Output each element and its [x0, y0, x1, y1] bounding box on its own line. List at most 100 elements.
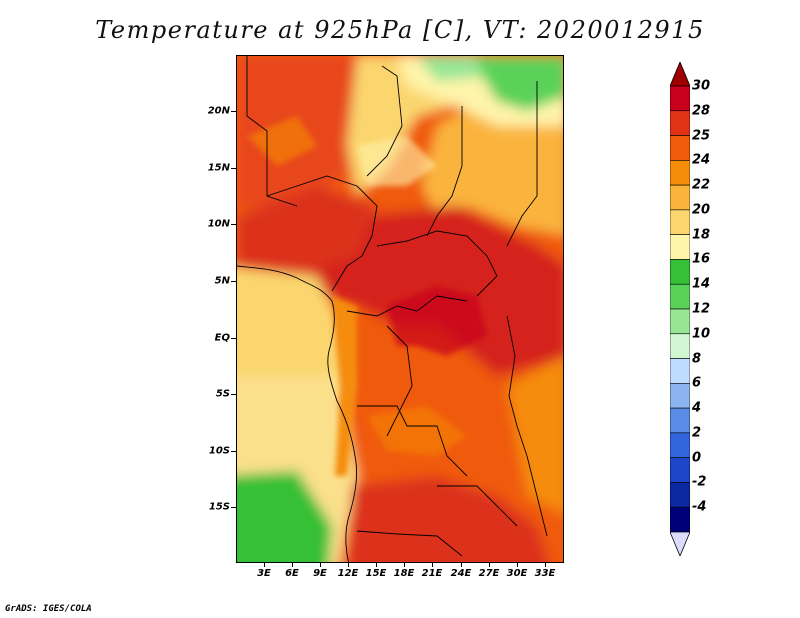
temperature-detail: [247, 116, 487, 476]
border-angola: [357, 405, 468, 477]
map-title: Temperature at 925hPa [C], VT: 202001291…: [95, 16, 705, 44]
colorbar-label: 20: [692, 202, 711, 218]
border-west-north: [246, 56, 298, 207]
border-east-lakes: [506, 315, 528, 457]
colorbar-label: 25: [692, 128, 711, 144]
lat-label: 10S: [208, 445, 230, 457]
temperature-map: [236, 55, 564, 563]
lat-tick: [231, 224, 236, 225]
detail-sahel-light: [357, 136, 437, 186]
colorbar-segment: [670, 85, 690, 112]
colorbar-label: 16: [692, 251, 711, 267]
border-south-east: [526, 455, 548, 537]
field-hot-west: [237, 186, 377, 276]
field-cool-southwest: [237, 471, 332, 562]
colorbar-segment: [670, 209, 690, 235]
lat-tick: [231, 168, 236, 169]
lon-tick: [545, 563, 546, 567]
colorbar-segment: [670, 457, 690, 483]
detail-north-light: [247, 116, 317, 166]
lon-tick: [489, 563, 490, 567]
border-namibia: [356, 530, 463, 557]
colorbar-label: 2: [692, 425, 702, 441]
border-congo: [346, 295, 468, 317]
colorbar-label: 8: [692, 351, 702, 367]
lon-label: 9E: [313, 568, 327, 579]
colorbar-label: 6: [692, 375, 702, 391]
lon-tick: [348, 563, 349, 567]
colorbar-under-arrow: [670, 531, 690, 556]
colorbar-label: -2: [692, 474, 707, 490]
border-chad: [366, 65, 403, 177]
lat-label: 5S: [215, 388, 230, 400]
colorbar-label: -4: [692, 499, 707, 515]
colorbar-label: 22: [692, 177, 711, 193]
lon-tick: [376, 563, 377, 567]
map-canvas: [237, 56, 563, 562]
lon-label: 27E: [478, 568, 500, 579]
coastline-gulf: [237, 265, 358, 562]
lon-label: 30E: [506, 568, 528, 579]
colorbar-segments: [670, 85, 690, 533]
colorbar-segment: [670, 482, 690, 508]
colorbar-label: 0: [692, 450, 702, 466]
colorbar-segment: [670, 407, 690, 434]
lat-label: 10N: [207, 218, 230, 230]
field-hot-south: [348, 476, 549, 562]
lon-label: 6E: [285, 568, 299, 579]
colorbar-segment: [670, 259, 690, 285]
colorbar-segment: [670, 283, 690, 310]
border-nigeria: [266, 175, 378, 292]
lon-tick: [432, 563, 433, 567]
lon-label: 24E: [450, 568, 472, 579]
border-sudan-east: [506, 81, 538, 247]
colorbar: [670, 62, 690, 556]
border-sudan-west: [426, 106, 463, 237]
country-borders: [237, 56, 548, 562]
colorbar-segment: [670, 184, 690, 211]
border-car: [376, 230, 498, 297]
colorbar-segment: [670, 383, 690, 409]
lon-tick: [517, 563, 518, 567]
colorbar-segment: [670, 110, 690, 136]
lat-label: 5N: [214, 275, 230, 287]
border-drc: [386, 325, 413, 437]
colorbar-label: 10: [692, 326, 711, 342]
colorbar-segment: [670, 358, 690, 384]
detail-central-hot: [387, 286, 487, 356]
colorbar-label: 14: [692, 276, 711, 292]
colorbar-over-arrow: [670, 62, 690, 87]
lat-label: 15N: [207, 162, 230, 174]
colorbar-segment: [670, 506, 690, 533]
lat-label: 20N: [207, 105, 230, 117]
colorbar-segment: [670, 308, 690, 335]
colorbar-segment: [670, 160, 690, 186]
grads-credit: GrADS: IGES/COLA: [5, 604, 92, 614]
border-zambia: [437, 485, 518, 527]
lon-label: 15E: [365, 568, 387, 579]
lon-tick: [404, 563, 405, 567]
lon-tick: [320, 563, 321, 567]
colorbar-label: 30: [692, 78, 711, 94]
lon-tick: [292, 563, 293, 567]
colorbar-segment: [670, 333, 690, 359]
lat-tick: [231, 394, 236, 395]
field-warm-southeast: [507, 358, 563, 514]
colorbar-label: 12: [692, 301, 711, 317]
field-cool-northeast: [477, 56, 563, 111]
lon-tick: [461, 563, 462, 567]
lon-label: 3E: [257, 568, 271, 579]
lat-label: EQ: [214, 332, 230, 344]
colorbar-segment: [670, 234, 690, 260]
lon-label: 12E: [337, 568, 359, 579]
lon-tick: [264, 563, 265, 567]
field-cool-north: [417, 56, 497, 81]
lat-tick: [231, 111, 236, 112]
detail-coast-band: [332, 296, 357, 476]
colorbar-label: 28: [692, 103, 711, 119]
lat-label: 15S: [208, 501, 230, 513]
colorbar-label: 24: [692, 152, 711, 168]
colorbar-label: 18: [692, 227, 711, 243]
colorbar-segment: [670, 135, 690, 161]
lon-label: 18E: [393, 568, 415, 579]
